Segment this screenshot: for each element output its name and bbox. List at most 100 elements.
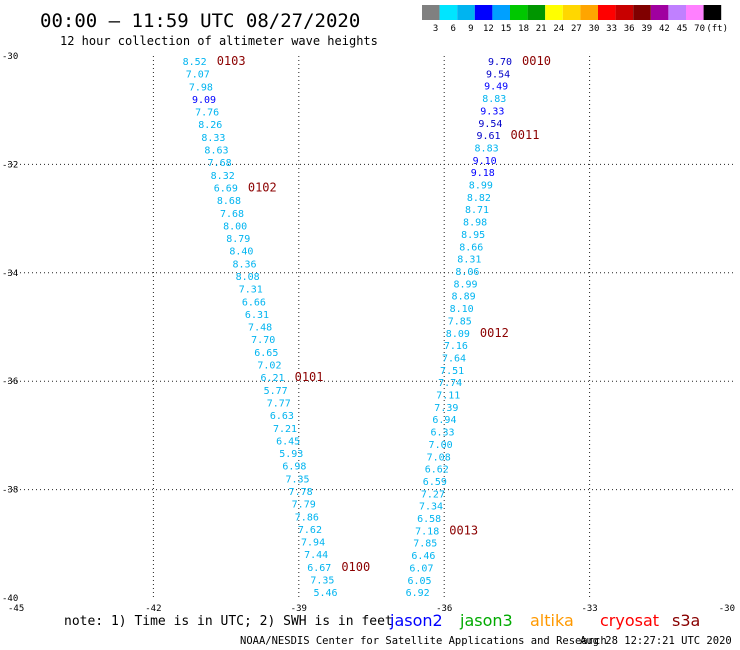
y-tick-label: -38 — [2, 486, 18, 496]
wave-height-point: 8.99 — [469, 181, 493, 192]
wave-height-point: 8.52 — [183, 57, 207, 68]
wave-height-point: 8.99 — [453, 279, 477, 290]
wave-height-point: 8.33 — [201, 133, 225, 144]
legend-swatch — [510, 5, 528, 20]
satellite-legend: jason2 jason3 altika cryosat s3a — [389, 611, 700, 630]
time-label: 0102 — [248, 180, 277, 194]
wave-height-point: 6.98 — [282, 462, 306, 473]
wave-height-point: 7.70 — [251, 335, 275, 346]
chart-subtitle: 12 hour collection of altimeter wave hei… — [60, 34, 378, 48]
legend-swatch — [492, 5, 510, 20]
wave-height-point: 6.21 — [261, 373, 285, 384]
wave-height-point: 8.83 — [482, 94, 506, 105]
footer-timestamp: Aug 28 12:27:21 UTC 2020 — [580, 635, 732, 647]
legend-swatch — [633, 5, 651, 20]
legend-swatch — [686, 5, 704, 20]
time-label: 0012 — [480, 326, 509, 340]
x-tick-label: -30 — [719, 604, 735, 614]
time-label: 0011 — [511, 128, 540, 142]
satellite-altika: altika — [530, 611, 574, 630]
wave-height-point: 6.58 — [417, 514, 441, 525]
legend-swatch — [703, 5, 722, 20]
axis-ticks: -30 -32 -34 -36 -38 -40-45 -42 -39 -36 -33 -30 — [2, 52, 735, 614]
plot-grid — [8, 56, 735, 598]
x-tick-label: -42 — [145, 604, 161, 614]
wave-height-point: 9.54 — [486, 69, 510, 80]
wave-height-point: 8.31 — [457, 255, 481, 266]
wave-height-point: 7.94 — [301, 538, 325, 549]
wave-height-point: 7.11 — [436, 391, 460, 402]
legend-label: 33 — [606, 24, 617, 34]
legend-label: 45 — [677, 24, 688, 34]
wave-height-point: 8.06 — [455, 267, 479, 278]
wave-height-point: 5.46 — [313, 588, 337, 599]
wave-height-point: 6.66 — [242, 297, 266, 308]
legend-swatch — [545, 5, 563, 20]
wave-height-point: 9.09 — [192, 95, 216, 106]
wave-height-point: 8.32 — [211, 171, 235, 182]
wave-height-point: 7.00 — [429, 440, 453, 451]
wave-height-point: 7.79 — [292, 500, 316, 511]
color-legend: 3 6 9 12 15 18 21 24 27 30 33 36 39 42 45 70 (ft) — [422, 5, 728, 34]
wave-height-point: 7.77 — [267, 398, 291, 409]
legend-label: (ft) — [706, 24, 728, 34]
legend-label: 39 — [641, 24, 652, 34]
wave-height-point: 6.07 — [409, 563, 433, 574]
wave-height-point: 7.35 — [285, 474, 309, 485]
legend-swatch — [527, 5, 546, 20]
satellite-jason3: jason3 — [459, 611, 513, 630]
wave-height-point: 5.93 — [279, 449, 303, 460]
chart-title: 00:00 – 11:59 UTC 08/27/2020 — [40, 10, 360, 32]
time-label: 0100 — [341, 560, 370, 574]
legend-label: 24 — [553, 24, 564, 34]
time-label: 0103 — [217, 54, 246, 68]
legend-swatch — [615, 5, 634, 20]
wave-height-point: 6.31 — [245, 310, 269, 321]
legend-swatch — [580, 5, 598, 20]
wave-height-point: 8.10 — [450, 304, 474, 315]
wave-height-point: 7.16 — [444, 341, 468, 352]
wave-height-point: 7.68 — [208, 158, 232, 169]
wave-height-point: 8.66 — [459, 242, 483, 253]
y-tick-label: -32 — [2, 160, 18, 170]
wave-height-point: 7.07 — [186, 70, 210, 81]
wave-height-point: 6.33 — [430, 428, 454, 439]
y-tick-label: -36 — [2, 377, 18, 387]
wave-height-point: 7.76 — [195, 108, 219, 119]
wave-height-point: 8.40 — [229, 247, 253, 258]
wave-height-point: 7.35 — [310, 576, 334, 587]
wave-height-point: 7.48 — [248, 323, 272, 334]
wave-height-point: 8.71 — [465, 205, 489, 216]
time-label: 0010 — [522, 54, 551, 68]
satellite-s3a: s3a — [672, 611, 700, 630]
wave-height-point: 7.98 — [189, 82, 213, 93]
wave-height-point: 8.08 — [236, 272, 260, 283]
legend-label: 30 — [589, 24, 600, 34]
x-tick-label: -39 — [291, 604, 307, 614]
legend-label: 70 — [694, 24, 705, 34]
wave-height-point: 7.78 — [289, 487, 313, 498]
footer-note: note: 1) Time is in UTC; 2) SWH is in fe… — [64, 614, 393, 629]
legend-label: 42 — [659, 24, 670, 34]
wave-height-point: 7.21 — [273, 424, 297, 435]
wave-height-point: 8.68 — [217, 196, 241, 207]
wave-height-point: 7.68 — [220, 209, 244, 220]
wave-height-point: 7.85 — [448, 316, 472, 327]
y-tick-label: -34 — [2, 269, 18, 279]
wave-height-point: 8.26 — [198, 120, 222, 131]
wave-height-point: 6.92 — [406, 588, 430, 599]
wave-height-point: 7.31 — [239, 285, 263, 296]
x-tick-label: -36 — [436, 604, 452, 614]
wave-height-point: 9.61 — [476, 131, 500, 142]
wave-height-point: 9.10 — [473, 156, 497, 167]
wave-height-point: 6.46 — [411, 551, 435, 562]
wave-height-point: 9.49 — [484, 82, 508, 93]
wave-height-point: 7.34 — [419, 502, 443, 513]
wave-height-point: 6.94 — [432, 415, 456, 426]
wave-height-point: 6.62 — [425, 465, 449, 476]
wave-height-point: 6.67 — [307, 563, 331, 574]
wave-height-point: 7.85 — [413, 539, 437, 550]
wave-height-point: 6.05 — [407, 576, 431, 587]
wave-height-point: 7.86 — [295, 512, 319, 523]
wave-height-point: 8.89 — [452, 292, 476, 303]
